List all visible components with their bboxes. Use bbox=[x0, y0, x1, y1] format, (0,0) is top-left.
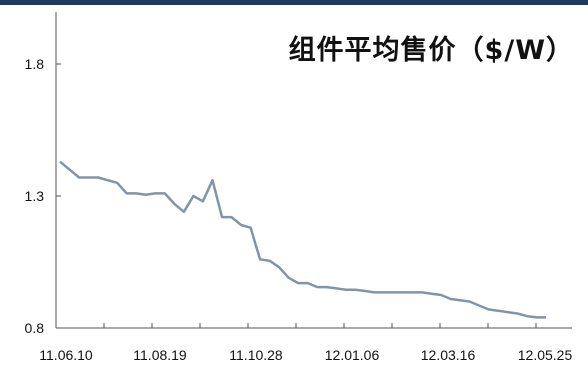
x-tick-label: 11.06.10 bbox=[39, 347, 93, 363]
price-series-line bbox=[59, 160, 546, 319]
top-accent-bar bbox=[0, 0, 588, 5]
y-tick-label: 1.8 bbox=[25, 56, 45, 72]
x-tick-label: 12.05.25 bbox=[518, 347, 573, 363]
y-tick-label: 1.3 bbox=[25, 188, 45, 204]
x-tick-label: 12.01.06 bbox=[325, 347, 380, 363]
chart-title: 组件平均售价（$/W） bbox=[288, 35, 574, 66]
x-ticks: 11.06.10 11.08.19 11.10.28 12.01.06 12.03.16… bbox=[39, 323, 572, 363]
y-ticks: 0.8 1.3 1.8 bbox=[25, 56, 61, 336]
x-tick-label: 11.10.28 bbox=[229, 347, 283, 363]
x-tick-label: 12.03.16 bbox=[421, 347, 476, 363]
y-tick-label: 0.8 bbox=[25, 320, 45, 336]
x-tick-label: 11.08.19 bbox=[133, 347, 187, 363]
